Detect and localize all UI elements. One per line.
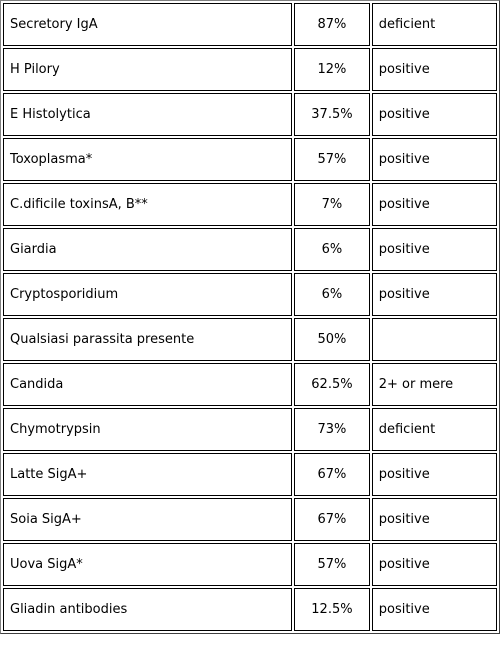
result-cell: positive bbox=[371, 228, 497, 271]
test-name-cell: Cryptosporidium bbox=[3, 273, 293, 316]
percentage-cell: 6% bbox=[294, 228, 370, 271]
test-name-cell: Qualsiasi parassita presente bbox=[3, 318, 293, 361]
results-table: Secretory IgA 87% deficient H Pilory 12%… bbox=[0, 0, 500, 634]
result-cell: positive bbox=[371, 138, 497, 181]
table-row: Secretory IgA 87% deficient bbox=[3, 3, 497, 46]
percentage-cell: 57% bbox=[294, 138, 370, 181]
result-cell: positive bbox=[371, 273, 497, 316]
result-cell: positive bbox=[371, 453, 497, 496]
test-name-cell: Gliadin antibodies bbox=[3, 588, 293, 631]
table-row: Qualsiasi parassita presente 50% bbox=[3, 318, 497, 361]
result-cell: positive bbox=[371, 183, 497, 226]
table-row: E Histolytica 37.5% positive bbox=[3, 93, 497, 136]
result-cell: deficient bbox=[371, 3, 497, 46]
result-cell: deficient bbox=[371, 408, 497, 451]
result-cell: 2+ or mere bbox=[371, 363, 497, 406]
table-row: Candida 62.5% 2+ or mere bbox=[3, 363, 497, 406]
percentage-cell: 12% bbox=[294, 48, 370, 91]
percentage-cell: 67% bbox=[294, 453, 370, 496]
table-row: Toxoplasma* 57% positive bbox=[3, 138, 497, 181]
result-cell bbox=[371, 318, 497, 361]
table-row: Chymotrypsin 73% deficient bbox=[3, 408, 497, 451]
test-name-cell: Soia SigA+ bbox=[3, 498, 293, 541]
percentage-cell: 62.5% bbox=[294, 363, 370, 406]
test-name-cell: Latte SigA+ bbox=[3, 453, 293, 496]
test-name-cell: Toxoplasma* bbox=[3, 138, 293, 181]
table-row: C.dificile toxinsA, B** 7% positive bbox=[3, 183, 497, 226]
table-row: H Pilory 12% positive bbox=[3, 48, 497, 91]
result-cell: positive bbox=[371, 588, 497, 631]
test-name-cell: Giardia bbox=[3, 228, 293, 271]
test-name-cell: C.dificile toxinsA, B** bbox=[3, 183, 293, 226]
percentage-cell: 37.5% bbox=[294, 93, 370, 136]
percentage-cell: 87% bbox=[294, 3, 370, 46]
percentage-cell: 50% bbox=[294, 318, 370, 361]
test-name-cell: Chymotrypsin bbox=[3, 408, 293, 451]
percentage-cell: 67% bbox=[294, 498, 370, 541]
test-name-cell: E Histolytica bbox=[3, 93, 293, 136]
percentage-cell: 12.5% bbox=[294, 588, 370, 631]
test-name-cell: Candida bbox=[3, 363, 293, 406]
percentage-cell: 57% bbox=[294, 543, 370, 586]
result-cell: positive bbox=[371, 48, 497, 91]
table-row: Uova SigA* 57% positive bbox=[3, 543, 497, 586]
table-row: Soia SigA+ 67% positive bbox=[3, 498, 497, 541]
percentage-cell: 6% bbox=[294, 273, 370, 316]
percentage-cell: 73% bbox=[294, 408, 370, 451]
table-row: Latte SigA+ 67% positive bbox=[3, 453, 497, 496]
table-row: Gliadin antibodies 12.5% positive bbox=[3, 588, 497, 631]
result-cell: positive bbox=[371, 498, 497, 541]
table-row: Cryptosporidium 6% positive bbox=[3, 273, 497, 316]
table-row: Giardia 6% positive bbox=[3, 228, 497, 271]
result-cell: positive bbox=[371, 93, 497, 136]
test-name-cell: H Pilory bbox=[3, 48, 293, 91]
percentage-cell: 7% bbox=[294, 183, 370, 226]
result-cell: positive bbox=[371, 543, 497, 586]
test-name-cell: Secretory IgA bbox=[3, 3, 293, 46]
test-name-cell: Uova SigA* bbox=[3, 543, 293, 586]
